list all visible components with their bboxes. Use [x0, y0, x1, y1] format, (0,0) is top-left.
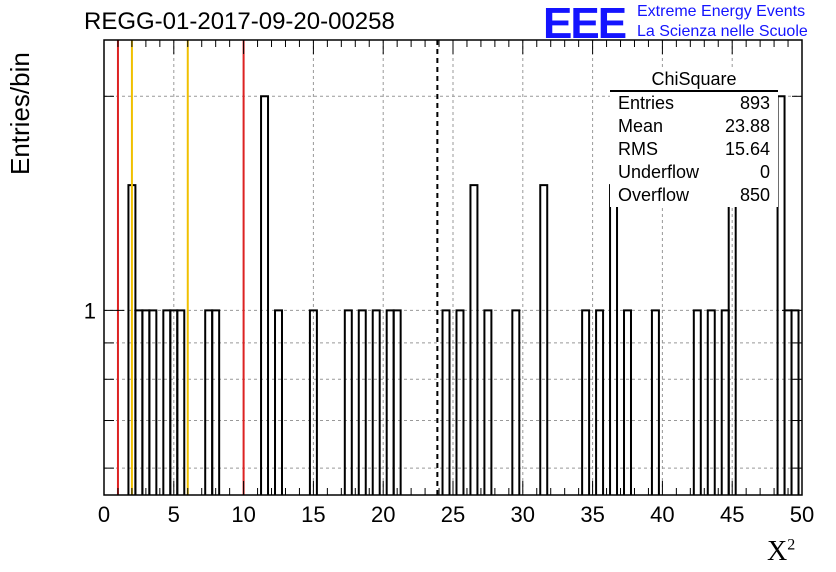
stats-title: ChiSquare: [610, 68, 778, 92]
histogram-bar: [371, 309, 381, 495]
stats-row-mean: Mean 23.88: [610, 115, 778, 138]
histogram-bar: [274, 309, 283, 495]
histogram-bar: [141, 309, 151, 495]
histogram-bar: [776, 95, 786, 495]
histogram-bar: [134, 309, 144, 495]
histogram-bar: [650, 309, 660, 495]
x-tick-label: 45: [720, 502, 744, 527]
x-tick-label: 30: [511, 502, 535, 527]
histogram-bar: [692, 309, 702, 495]
x-tick-label: 50: [790, 502, 814, 527]
y-tick-label: 1: [84, 298, 96, 323]
stats-row-entries: Entries 893: [610, 92, 778, 115]
eee-logo: EEE: [543, 0, 627, 48]
histogram-bar: [357, 309, 367, 495]
histogram-bar: [176, 309, 186, 495]
stats-value: 0: [759, 162, 770, 182]
histogram-bar: [455, 309, 465, 495]
stats-label: RMS: [618, 139, 658, 159]
x-tick-label: 15: [301, 502, 325, 527]
chart-title: REGG-01-2017-09-20-00258: [84, 8, 395, 35]
stats-value: 893: [739, 93, 770, 113]
histogram-bar: [162, 309, 172, 495]
histogram-bar: [469, 184, 479, 495]
histogram-bar: [595, 309, 605, 495]
histogram-bar: [783, 309, 793, 495]
histogram-bar: [539, 184, 549, 495]
stats-value: 23.88: [724, 116, 770, 136]
x-tick-label: 20: [371, 502, 395, 527]
histogram-bar: [623, 309, 632, 495]
histogram-bar: [148, 309, 158, 495]
histogram-bar: [343, 309, 353, 495]
histogram-bar: [204, 309, 214, 495]
histogram-bar: [609, 184, 619, 495]
stats-label: Entries: [618, 93, 675, 113]
histogram-bar: [392, 309, 402, 495]
stats-row-overflow: Overflow 850: [610, 184, 778, 207]
x-tick-label: 35: [580, 502, 604, 527]
histogram-bar: [581, 309, 591, 495]
y-axis-label: Entries/bin: [5, 52, 35, 175]
histogram-bar: [720, 309, 730, 495]
stats-row-rms: RMS 15.64: [610, 138, 778, 161]
x-tick-label: 40: [650, 502, 674, 527]
logo-line-2: La Scienza nelle Scuole: [637, 23, 808, 40]
histogram-bar: [441, 309, 451, 495]
histogram-bar: [308, 309, 318, 495]
histogram-bar: [706, 309, 716, 495]
histogram-bar: [260, 95, 270, 495]
histogram-bar: [483, 309, 493, 495]
stats-label: Overflow: [618, 185, 690, 205]
x-tick-label: 5: [168, 502, 180, 527]
histogram-bar: [211, 309, 221, 495]
stats-box: ChiSquare Entries 893 Mean 23.88 RMS 15.…: [610, 68, 778, 207]
stats-row-underflow: Underflow 0: [610, 161, 778, 184]
x-axis-label: X2: [767, 536, 796, 567]
stats-value: 850: [739, 185, 770, 205]
logo-caption: Extreme Energy Events La Scienza nelle S…: [637, 2, 808, 42]
logo-line-1: Extreme Energy Events: [637, 3, 806, 20]
x-tick-label: 0: [98, 502, 110, 527]
stats-label: Mean: [618, 116, 664, 136]
x-tick-label: 10: [231, 502, 255, 527]
histogram-bar: [511, 309, 521, 495]
stats-label: Underflow: [618, 162, 700, 182]
histogram-bar: [385, 309, 395, 495]
histogram-bar: [790, 309, 800, 495]
stats-value: 15.64: [724, 139, 770, 159]
x-tick-label: 25: [441, 502, 465, 527]
